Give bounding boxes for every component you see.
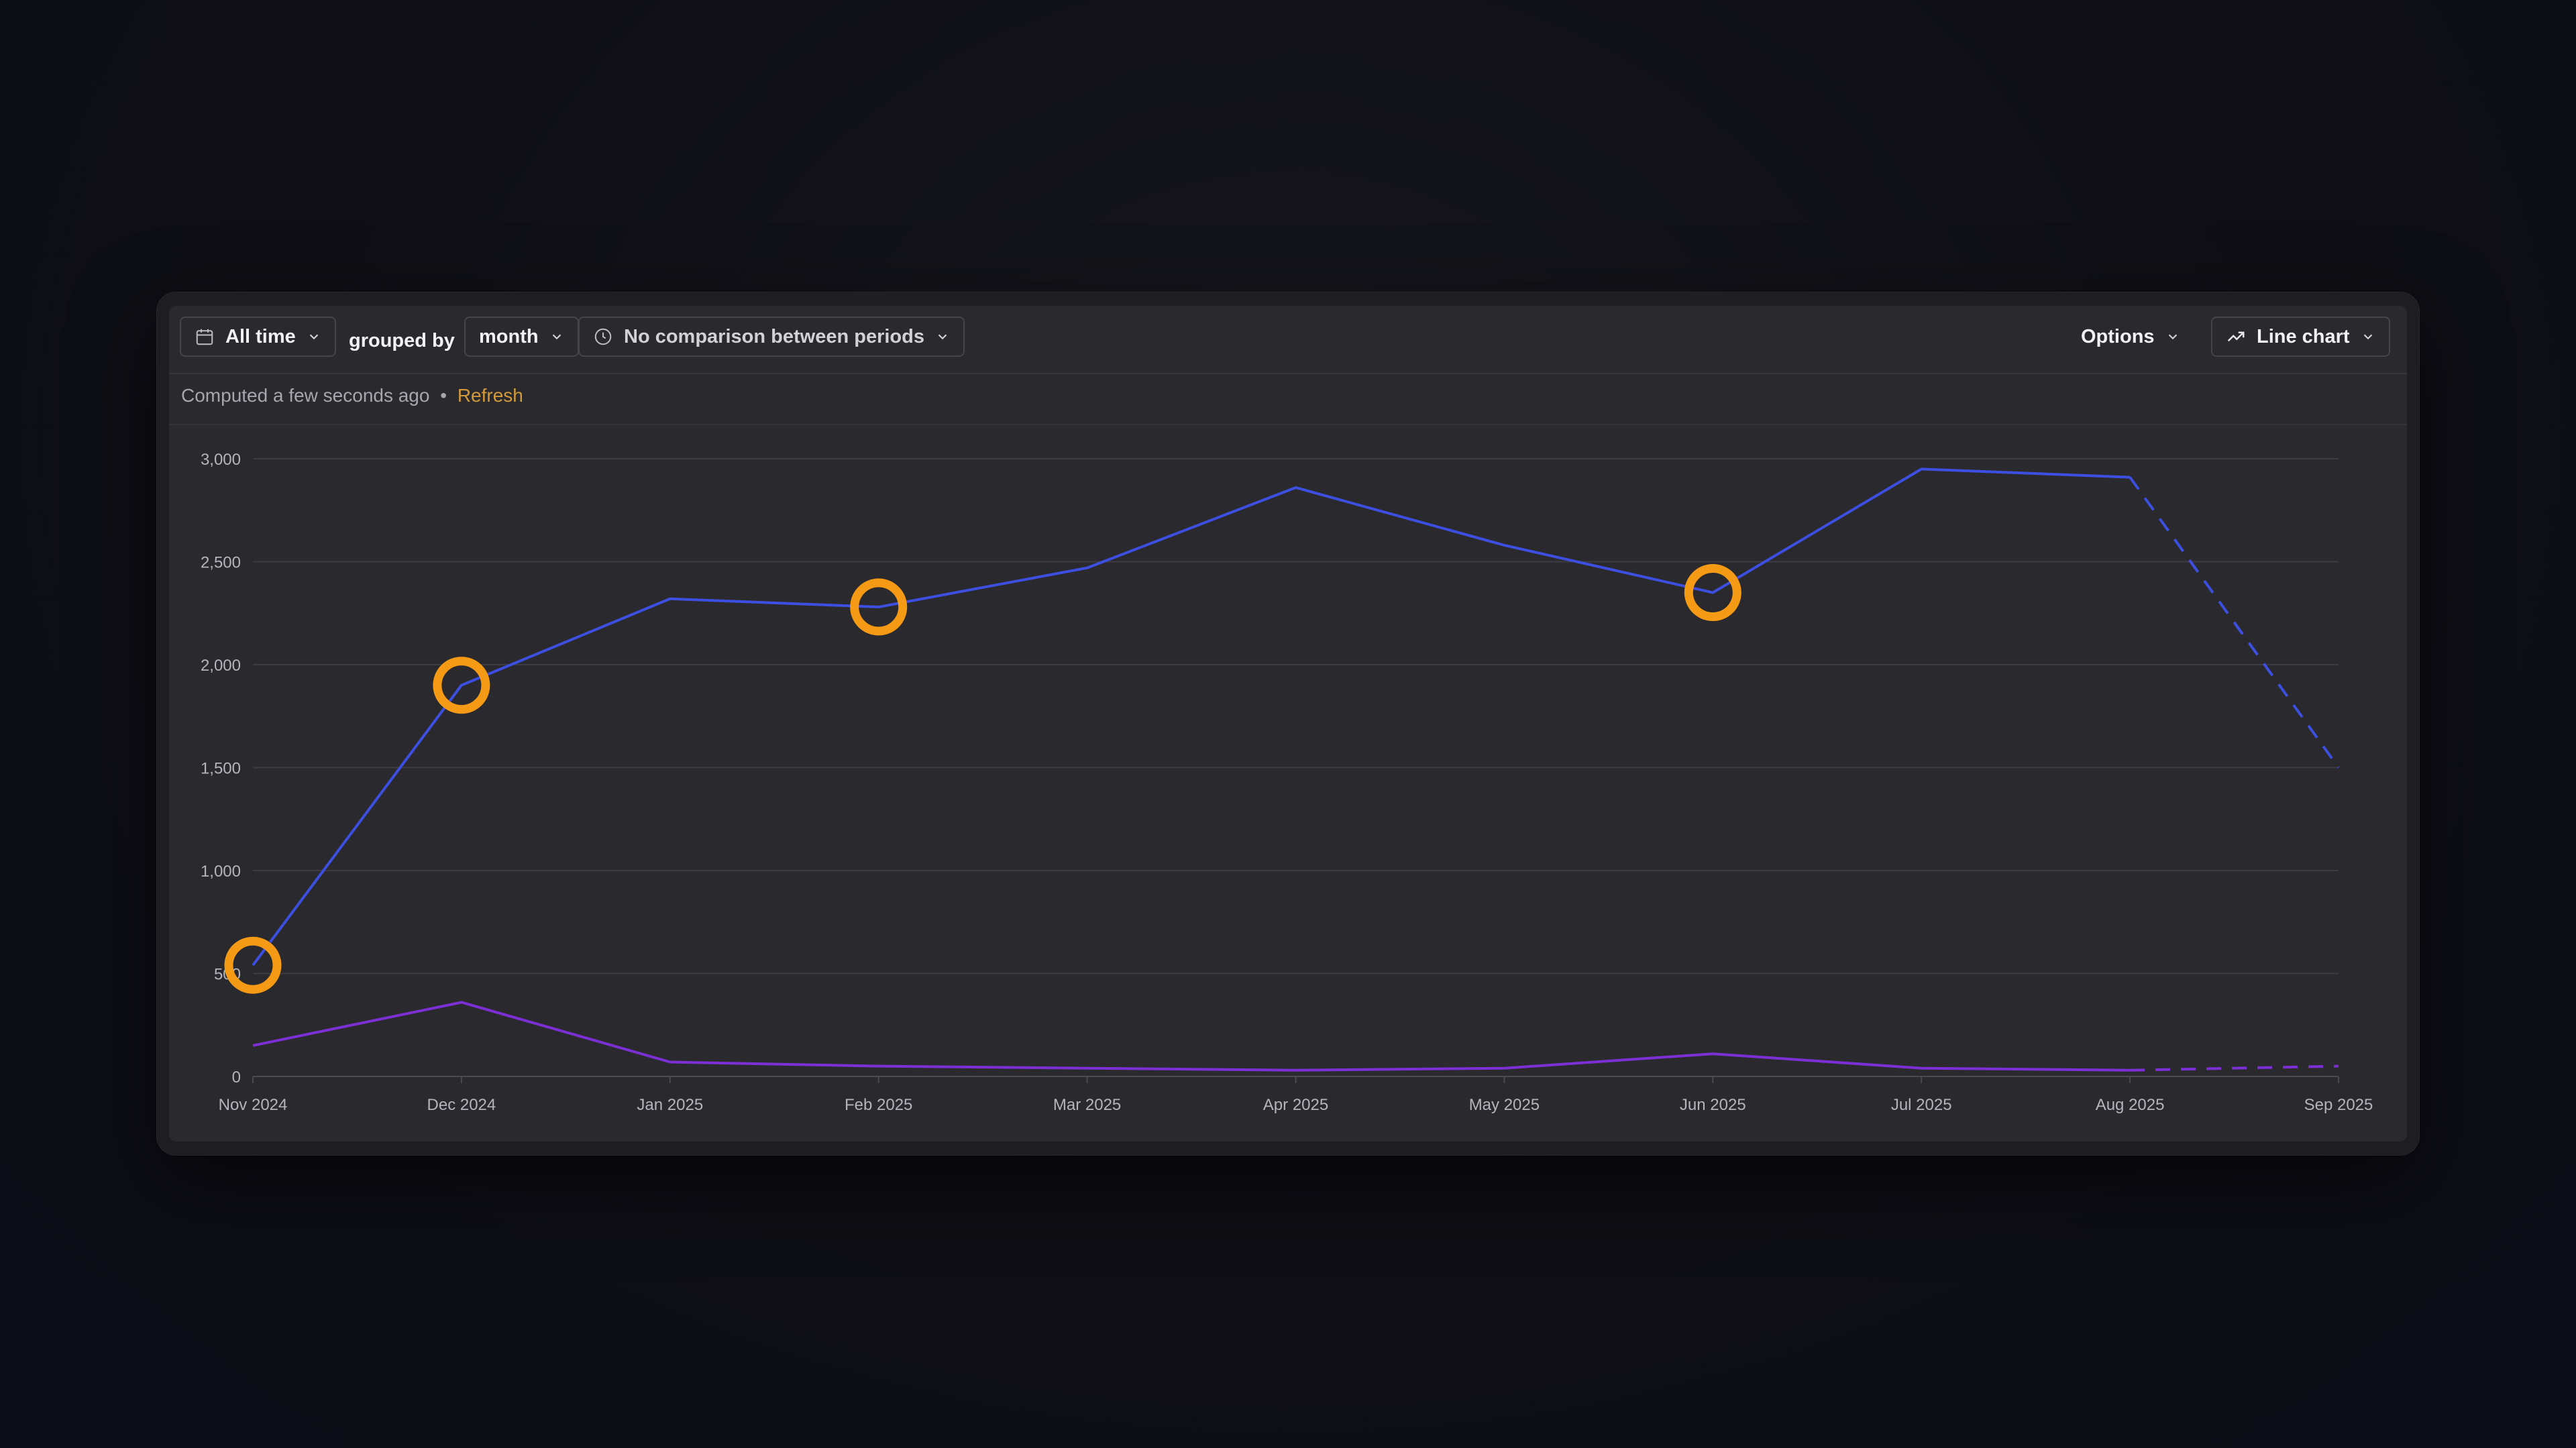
chevron-down-icon [938, 334, 947, 340]
x-tick-label: Aug 2025 [2096, 1096, 2165, 1114]
y-tick-label: 2,500 [201, 554, 241, 572]
data-point [875, 604, 882, 610]
data-point [1918, 1065, 1925, 1072]
x-tick-label: Sep 2025 [2304, 1096, 2373, 1114]
chevron-down-icon [552, 334, 561, 340]
x-tick-label: Mar 2025 [1053, 1096, 1121, 1114]
chart-type-label: Line chart [2257, 325, 2350, 347]
x-tick-label: Nov 2024 [219, 1096, 288, 1114]
series-line-2 [252, 1001, 2131, 1072]
y-tick-label: 0 [232, 1068, 241, 1087]
series-forecast-line-1 [2129, 476, 2340, 769]
series-line-1 [252, 467, 2131, 966]
highlight-marker [433, 657, 490, 714]
x-tick-label: Jun 2025 [1680, 1096, 1746, 1114]
data-point [250, 1042, 256, 1049]
data-point [1501, 542, 1507, 549]
comparison-label: No comparison between periods [624, 325, 924, 347]
data-point [2127, 474, 2133, 481]
y-tick-label: 1,500 [201, 760, 241, 778]
status-divider [169, 424, 2407, 425]
x-tick-label: Feb 2025 [845, 1096, 912, 1114]
insight-card: All time grouped by month No comparison … [157, 292, 2419, 1155]
highlight-marker [1684, 564, 1741, 622]
data-point [1293, 484, 1299, 491]
toolbar: All time grouped by month No comparison … [169, 306, 2407, 373]
calendar-icon [196, 329, 213, 345]
data-point [875, 1063, 882, 1070]
data-point [2127, 1067, 2133, 1074]
line-chart-icon [2227, 331, 2245, 342]
chevron-down-icon [2168, 334, 2177, 340]
data-point [1918, 465, 1925, 472]
highlight-marker [224, 936, 282, 994]
clock-icon [594, 328, 612, 345]
y-tick-label: 2,000 [201, 657, 241, 675]
data-point [1084, 565, 1091, 571]
insight-panel: All time grouped by month No comparison … [169, 306, 2407, 1141]
options-label: Options [2081, 325, 2155, 347]
chevron-down-icon [2363, 334, 2372, 340]
computed-status: Computed a few seconds ago • Refresh [181, 385, 523, 406]
toolbar-divider [169, 373, 2407, 374]
x-tick-label: Jul 2025 [1891, 1096, 1952, 1114]
x-tick-label: Dec 2024 [427, 1096, 496, 1114]
date-range-label: All time [225, 325, 296, 347]
data-point [250, 962, 256, 968]
computed-text: Computed a few seconds ago [181, 385, 430, 406]
refresh-link[interactable]: Refresh [457, 385, 523, 406]
y-tick-label: 3,000 [201, 451, 241, 469]
data-point [1084, 1065, 1091, 1072]
interval-select[interactable]: month [464, 317, 579, 357]
data-point [667, 1059, 674, 1066]
options-button[interactable]: Options [2066, 317, 2195, 357]
grouped-by-label: grouped by [349, 330, 455, 351]
data-point [1501, 1065, 1507, 1072]
x-tick-label: Jan 2025 [637, 1096, 703, 1114]
separator-dot: • [440, 385, 447, 406]
data-point [2335, 1063, 2342, 1070]
interval-label: month [479, 325, 539, 347]
series-forecast-line-2 [2130, 1064, 2339, 1072]
x-tick-label: Apr 2025 [1263, 1096, 1328, 1114]
data-point [1709, 1050, 1716, 1057]
y-tick-label: 1,000 [201, 862, 241, 881]
highlight-marker [850, 578, 908, 636]
comparison-select[interactable]: No comparison between periods [578, 317, 965, 357]
chevron-down-icon [309, 334, 318, 340]
data-point [667, 596, 674, 602]
data-point [1293, 1067, 1299, 1074]
data-point [1709, 590, 1716, 596]
chart-type-select[interactable]: Line chart [2211, 317, 2390, 357]
data-point [2335, 765, 2342, 771]
data-point [458, 682, 465, 689]
x-tick-label: May 2025 [1469, 1096, 1540, 1114]
data-point [458, 999, 465, 1005]
date-range-select[interactable]: All time [180, 317, 336, 357]
